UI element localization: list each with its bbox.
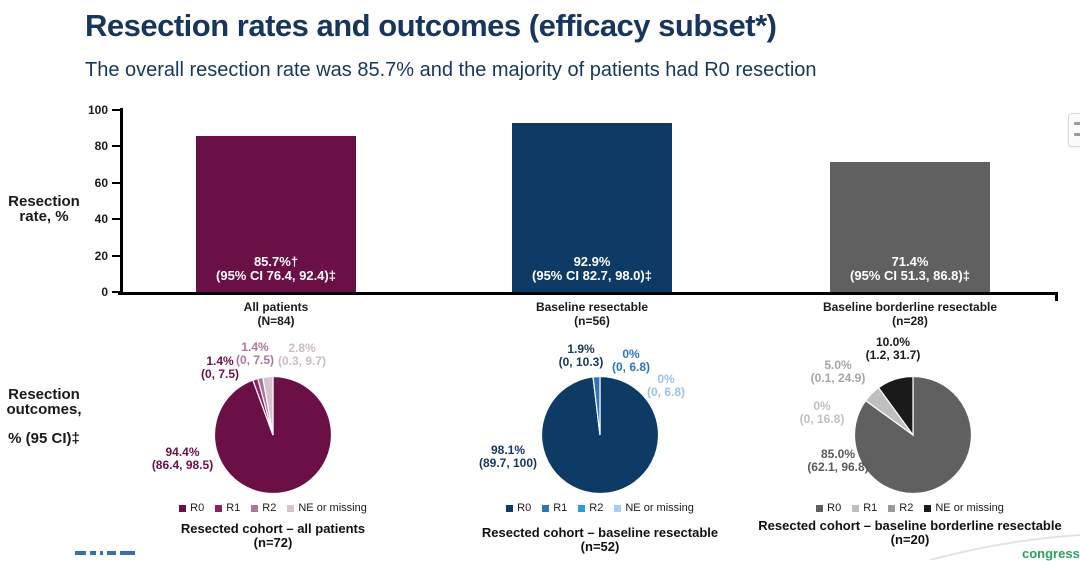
- pie3-ne-label: 10.0% (1.2, 31.7): [865, 335, 921, 362]
- y-tick-60: [112, 182, 120, 184]
- y-tick-40: [112, 218, 120, 220]
- pie3-r0-label: 85.0% (62.1, 96.8): [807, 447, 869, 474]
- congress-logo-fragment: congress: [1022, 546, 1080, 561]
- legend-item-ne-or-missing: NE or missing: [614, 502, 694, 514]
- legend-item-r0: R0: [179, 502, 204, 514]
- x-axis-line: [118, 292, 1058, 295]
- bar-all-patients: 85.7%† (95% CI 76.4, 92.4)‡: [196, 136, 356, 292]
- pie3-r2-label: 0% (0, 16.8): [799, 399, 845, 426]
- legend-label: NE or missing: [625, 502, 694, 514]
- pie2-r1-label: 1.9% (0, 10.3): [558, 342, 604, 369]
- pie1-legend: R0 R1 R2 NE or missing: [123, 501, 423, 515]
- legend-item-r1: R1: [852, 502, 877, 514]
- x-category-baseline-borderline-resectable: Baseline borderline resectable (n=28): [822, 300, 998, 328]
- legend-label: R2: [899, 502, 914, 514]
- pie1-ne-label: 2.8% (0.3, 9.7): [277, 341, 327, 368]
- pie-slice-ne-or-missing: [262, 375, 274, 436]
- legend-label: NE or missing: [935, 502, 1004, 514]
- legend-item-r2: R2: [888, 502, 913, 514]
- x-category-baseline-resectable: Baseline resectable (n=56): [535, 300, 649, 328]
- legend-swatch-icon: [816, 504, 824, 512]
- legend-swatch-icon: [578, 504, 586, 512]
- clipped-panel-icon: [1074, 122, 1080, 125]
- bar-baseline-borderline-resectable: 71.4% (95% CI 51.3, 86.8)‡: [830, 162, 990, 292]
- bar-value-label: 71.4% (95% CI 51.3, 86.8)‡: [850, 254, 970, 283]
- legend-item-r1: R1: [215, 502, 240, 514]
- pie-slice-r1: [592, 375, 601, 436]
- y-tick-label: 60: [94, 176, 108, 190]
- y-tick-label: 0: [101, 285, 108, 299]
- pie-row-axis-title: Resection outcomes, % (95 CI)‡: [6, 386, 82, 447]
- pie-chart-baseline-resectable: [540, 375, 660, 495]
- legend-item-r2: R2: [578, 502, 603, 514]
- legend-label: NE or missing: [298, 502, 367, 514]
- legend-label: R0: [190, 502, 205, 514]
- bar-value-label: 92.9% (95% CI 82.7, 98.0)‡: [532, 254, 652, 283]
- y-tick-20: [112, 255, 120, 257]
- y-tick-label: 40: [94, 212, 108, 226]
- legend-item-r0: R0: [816, 502, 841, 514]
- legend-label: R0: [827, 502, 842, 514]
- y-tick-label: 100: [87, 103, 108, 117]
- legend-label: R1: [553, 502, 568, 514]
- pie2-caption: Resected cohort – baseline resectable (n=…: [481, 525, 719, 554]
- bar-chart-y-axis-title: Resection rate, %: [8, 193, 80, 225]
- y-tick-100: [112, 109, 120, 111]
- pie1-r1-label: 1.4% (0, 7.5): [200, 354, 239, 381]
- x-axis-end-tick: [1055, 292, 1058, 301]
- y-tick-80: [112, 145, 120, 147]
- legend-item-r0: R0: [506, 502, 531, 514]
- bar-baseline-resectable: 92.9% (95% CI 82.7, 98.0)‡: [512, 123, 672, 292]
- legend-swatch-icon: [506, 504, 514, 512]
- legend-swatch-icon: [888, 504, 896, 512]
- pie2-r0-label: 98.1% (89.7, 100): [478, 443, 538, 470]
- pie-slice-r0: [853, 375, 973, 495]
- legend-label: R1: [226, 502, 241, 514]
- y-tick-label: 20: [94, 249, 108, 263]
- y-tick-label: 80: [94, 139, 108, 153]
- legend-item-r1: R1: [542, 502, 567, 514]
- pie1-r2-label: 1.4% (0, 7.5): [235, 340, 274, 367]
- legend-item-ne-or-missing: NE or missing: [287, 502, 367, 514]
- page-title: Resection rates and outcomes (efficacy s…: [85, 8, 777, 43]
- clipped-panel-icon: [1074, 133, 1080, 136]
- legend-item-r2: R2: [251, 502, 276, 514]
- pie-chart-all-patients: [213, 375, 333, 495]
- pie3-r1-label: 5.0% (0.1, 24.9): [810, 358, 866, 385]
- pie2-legend: R0 R1 R2 NE or missing: [450, 501, 750, 515]
- legend-swatch-icon: [852, 504, 860, 512]
- pie2-ne-label: 0% (0, 6.8): [646, 372, 685, 399]
- pie-chart-baseline-borderline-resectable: [853, 375, 973, 495]
- legend-swatch-icon: [542, 504, 550, 512]
- legend-swatch-icon: [215, 504, 223, 512]
- legend-label: R2: [589, 502, 604, 514]
- legend-label: R0: [517, 502, 532, 514]
- page-subtitle: The overall resection rate was 85.7% and…: [85, 59, 817, 81]
- legend-swatch-icon: [614, 504, 622, 512]
- legend-swatch-icon: [287, 504, 295, 512]
- legend-label: R2: [262, 502, 277, 514]
- x-category-all-patients: All patients (N=84): [243, 300, 309, 328]
- pie3-legend: R0 R1 R2 NE or missing: [760, 501, 1060, 515]
- clipped-side-panel-control[interactable]: [1068, 113, 1080, 147]
- legend-swatch-icon: [179, 504, 187, 512]
- legend-swatch-icon: [924, 504, 932, 512]
- legend-swatch-icon: [251, 504, 259, 512]
- pie2-r2-label: 0% (0, 6.8): [611, 347, 650, 374]
- pie3-caption: Resected cohort – baseline borderline re…: [758, 518, 1062, 547]
- legend-item-ne-or-missing: NE or missing: [924, 502, 1004, 514]
- pie-slice-ne-or-missing: [877, 375, 914, 437]
- bar-value-label: 85.7%† (95% CI 76.4, 92.4)‡: [216, 254, 336, 283]
- clipped-footnote-fragment: [75, 551, 135, 555]
- y-axis-line: [120, 108, 123, 295]
- legend-label: R1: [863, 502, 878, 514]
- pie1-r0-label: 94.4% (86.4, 98.5): [151, 445, 214, 472]
- pie1-caption: Resected cohort – all patients (n=72): [180, 521, 366, 550]
- y-tick-0: [112, 291, 120, 293]
